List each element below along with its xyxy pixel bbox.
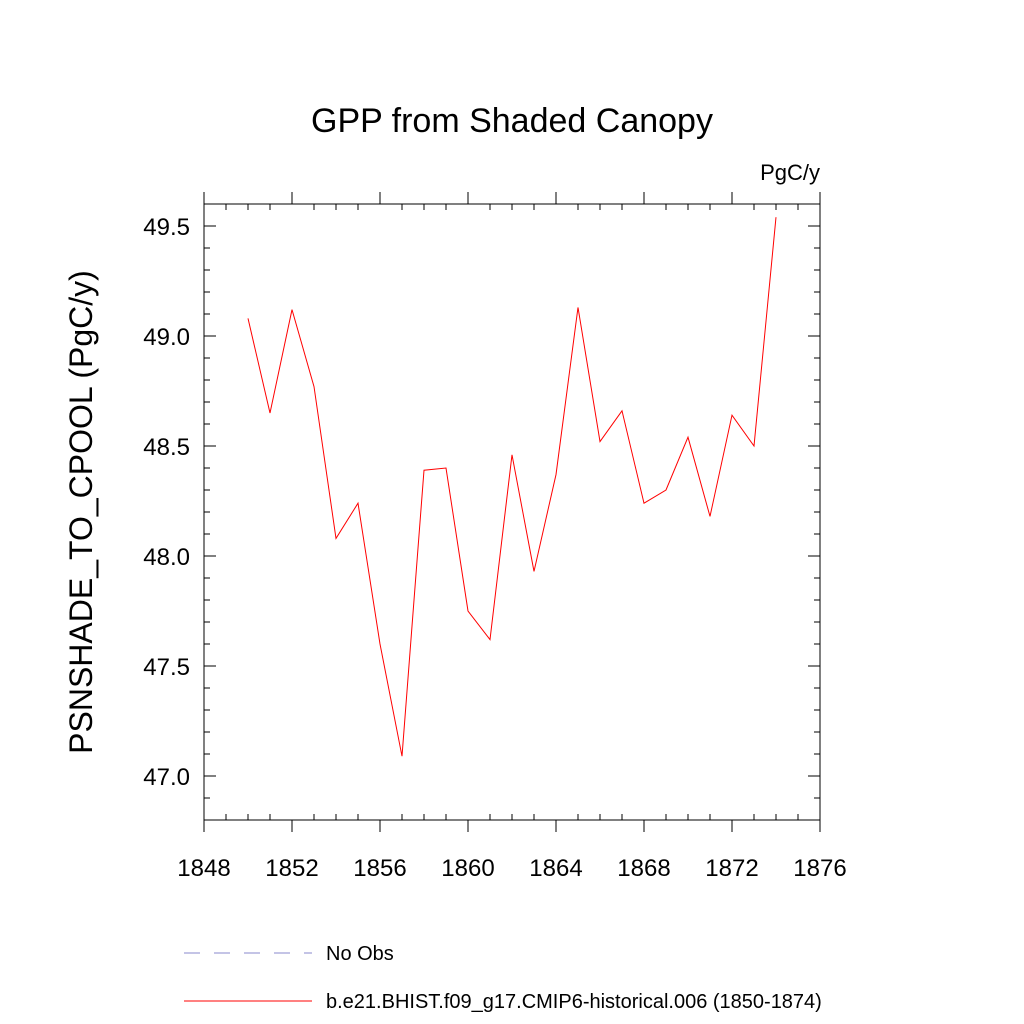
y-tick-label: 47.5 — [143, 654, 190, 681]
series-line — [247, 217, 777, 757]
y-tick-label: 48.0 — [143, 544, 190, 571]
plot-frame — [203, 203, 821, 821]
x-tick-label: 1848 — [177, 855, 230, 882]
y-tick-label: 47.0 — [143, 764, 190, 791]
x-axis: 1848 1852 1856 1860 1864 1868 1872 1876 — [177, 192, 847, 882]
chart-title: GPP from Shaded Canopy — [311, 102, 713, 140]
x-tick-label: 1872 — [705, 855, 758, 882]
x-tick-label: 1868 — [617, 855, 670, 882]
legend-item-series: b.e21.BHIST.f09_g17.CMIP6-historical.006… — [184, 991, 822, 1013]
legend-label: No Obs — [326, 943, 394, 965]
legend-label: b.e21.BHIST.f09_g17.CMIP6-historical.006… — [326, 991, 822, 1013]
units-label: PgC/y — [760, 160, 820, 185]
y-tick-label: 49.5 — [143, 214, 190, 241]
legend-item-no-obs: No Obs — [184, 943, 394, 965]
y-axis: 47.0 47.5 48.0 48.5 49.0 49.5 — [143, 203, 820, 821]
x-tick-label: 1852 — [265, 855, 318, 882]
x-tick-label: 1860 — [441, 855, 494, 882]
legend: No Obs b.e21.BHIST.f09_g17.CMIP6-histori… — [184, 943, 822, 1013]
y-tick-label: 48.5 — [143, 434, 190, 461]
x-tick-label: 1856 — [353, 855, 406, 882]
x-tick-label: 1876 — [793, 855, 846, 882]
x-tick-label: 1864 — [529, 855, 582, 882]
y-axis-label: PSNSHADE_TO_CPOOL (PgC/y) — [63, 270, 99, 754]
series-layer — [247, 217, 777, 757]
y-tick-label: 49.0 — [143, 324, 190, 351]
